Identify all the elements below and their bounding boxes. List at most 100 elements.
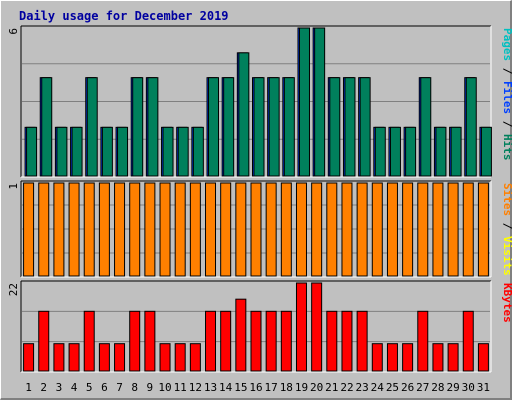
bar-kbytes-day-9 (144, 310, 156, 372)
bar-sites-day-26 (402, 182, 414, 277)
x-tick-label-day-27: 27 (416, 381, 429, 394)
bar-hits-day-26 (405, 126, 417, 177)
bar-hits-day-4 (71, 126, 83, 177)
bar-sites-day-13 (205, 182, 217, 277)
series-label-part: Sites (501, 183, 512, 216)
bar-sites-day-3 (53, 182, 65, 277)
bar-hits-day-22 (344, 77, 356, 177)
bar-kbytes-day-27 (417, 310, 429, 372)
panel-visits: 1 Sites / Visits (7, 180, 512, 278)
bar-hits-day-28 (435, 126, 447, 177)
bar-kbytes-day-12 (189, 343, 201, 372)
bar-hits-day-18 (283, 77, 295, 177)
bar-sites-day-20 (311, 182, 323, 277)
bar-sites-day-24 (371, 182, 383, 277)
x-tick-label-day-15: 15 (234, 381, 247, 394)
bar-hits-day-13 (208, 77, 220, 177)
bar-kbytes-day-15 (235, 298, 247, 372)
bar-hits-day-24 (374, 126, 386, 177)
bar-kbytes-day-20 (311, 282, 323, 372)
x-tick-label-day-30: 30 (462, 381, 475, 394)
bar-hits-day-16 (253, 77, 265, 177)
bar-kbytes-day-22 (341, 310, 353, 372)
x-tick-label-day-31: 31 (477, 381, 490, 394)
x-tick-label-day-4: 4 (71, 381, 78, 394)
x-tick-label-day-21: 21 (325, 381, 338, 394)
x-tick-label-day-7: 7 (116, 381, 123, 394)
series-kbytes (23, 282, 489, 372)
bar-kbytes-day-11 (174, 343, 186, 372)
bar-hits-day-21 (329, 77, 341, 177)
x-tick-label-day-10: 10 (158, 381, 171, 394)
bar-sites-day-25 (386, 182, 398, 277)
bar-kbytes-day-8 (129, 310, 141, 372)
bar-sites-day-11 (174, 182, 186, 277)
bar-kbytes-day-17 (265, 310, 277, 372)
panel-hits-ymax-label: 6 (7, 28, 20, 35)
x-tick-label-day-14: 14 (219, 381, 233, 394)
bar-sites-day-12 (189, 182, 201, 277)
bar-hits-day-5 (86, 77, 98, 177)
bar-hits-day-19 (298, 27, 310, 177)
bar-kbytes-day-13 (205, 310, 217, 372)
bar-sites-day-5 (83, 182, 95, 277)
bar-sites-day-7 (114, 182, 126, 277)
bar-sites-day-22 (341, 182, 353, 277)
bar-kbytes-day-18 (280, 310, 292, 372)
x-tick-label-day-26: 26 (401, 381, 414, 394)
bar-sites-day-14 (220, 182, 232, 277)
bar-hits-day-27 (420, 77, 432, 177)
panel-visits-ymax-label: 1 (7, 183, 20, 190)
panel-hits: 6 Pages / Files / Hits (7, 25, 512, 178)
bar-hits-day-30 (465, 77, 477, 177)
panel-kbytes: 22 KBytes (7, 280, 512, 373)
x-tick-label-day-6: 6 (101, 381, 108, 394)
x-tick-label-day-16: 16 (249, 381, 262, 394)
x-tick-label-day-12: 12 (189, 381, 202, 394)
bar-hits-day-17 (268, 77, 280, 177)
bar-hits-day-10 (162, 126, 174, 177)
series-label-part: / (501, 61, 512, 81)
x-tick-label-day-24: 24 (371, 381, 385, 394)
bar-hits-day-15 (238, 52, 250, 177)
bar-sites-day-19 (295, 182, 307, 277)
bar-hits-day-23 (359, 77, 371, 177)
bar-hits-day-14 (223, 77, 235, 177)
bar-kbytes-day-3 (53, 343, 65, 372)
bar-sites-day-27 (417, 182, 429, 277)
bar-sites-day-31 (477, 182, 489, 277)
bar-sites-day-9 (144, 182, 156, 277)
panel-visits-series-label: Sites / Visits (501, 183, 512, 276)
series-hits (26, 27, 492, 177)
series-label-part: Hits (501, 134, 512, 161)
bar-kbytes-day-21 (326, 310, 338, 372)
bar-hits-day-20 (314, 27, 326, 177)
bar-sites-day-17 (265, 182, 277, 277)
bar-sites-day-2 (38, 182, 50, 277)
panel-hits-series-label: Pages / Files / Hits (501, 28, 512, 161)
x-tick-label-day-13: 13 (204, 381, 217, 394)
bar-sites-day-8 (129, 182, 141, 277)
bar-kbytes-day-26 (402, 343, 414, 372)
x-tick-label-day-28: 28 (431, 381, 444, 394)
bar-hits-day-3 (56, 126, 68, 177)
bar-sites-day-16 (250, 182, 262, 277)
x-axis-day-labels: 1 2 3 4 5 6 7 8 9 10 11 12 13 14 15 16 17 18 19 20 21 22 23 24 2… (25, 381, 490, 394)
x-tick-label-day-23: 23 (356, 381, 369, 394)
bar-sites-day-23 (356, 182, 368, 277)
bar-kbytes-day-29 (447, 343, 459, 372)
x-tick-label-day-19: 19 (295, 381, 308, 394)
x-tick-label-day-20: 20 (310, 381, 323, 394)
bar-kbytes-day-16 (250, 310, 262, 372)
bar-kbytes-day-30 (462, 310, 474, 372)
series-sites (23, 182, 489, 277)
bar-hits-day-29 (450, 126, 462, 177)
series-label-part: / (501, 216, 512, 236)
bar-kbytes-day-28 (432, 343, 444, 372)
bar-sites-day-18 (280, 182, 292, 277)
bar-hits-day-25 (389, 126, 401, 177)
bar-kbytes-day-14 (220, 310, 232, 372)
bar-sites-day-30 (462, 182, 474, 277)
bar-hits-day-8 (132, 77, 144, 177)
series-label-part: Visits (501, 236, 512, 276)
